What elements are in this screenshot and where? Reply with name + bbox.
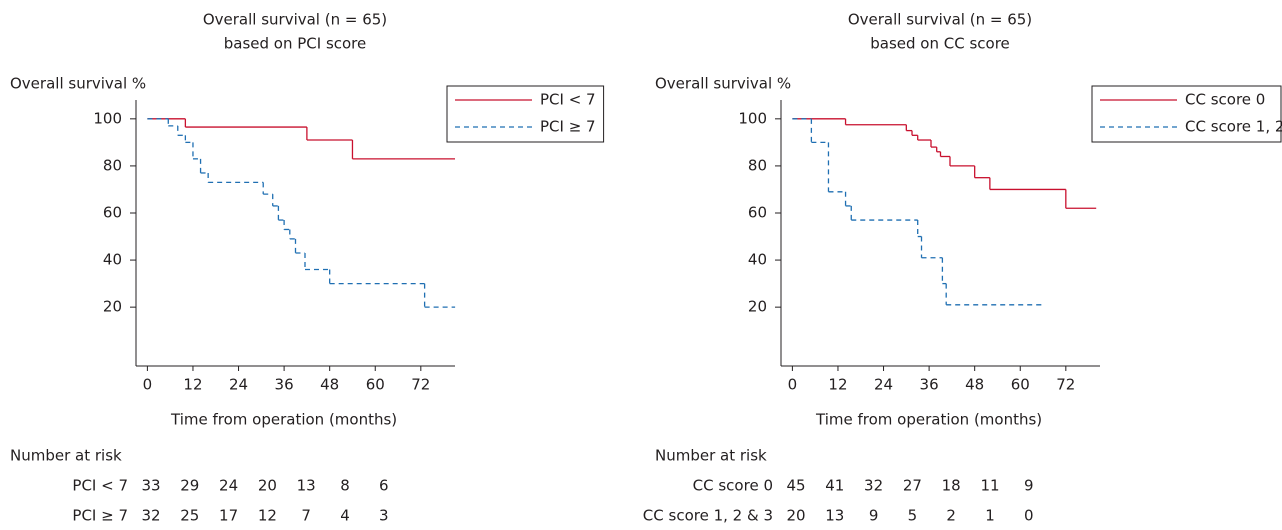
y-tick-label: 60 — [103, 203, 122, 221]
risk-value: 29 — [180, 477, 199, 495]
legend-label: CC score 1, 2 & 3 — [1185, 118, 1282, 136]
y-tick-label: 40 — [103, 251, 122, 269]
x-tick-label: 12 — [828, 376, 847, 394]
risk-value: 12 — [258, 507, 277, 525]
risk-value: 2 — [946, 507, 956, 525]
y-tick-label: 100 — [93, 109, 122, 127]
y-tick-label: 20 — [103, 298, 122, 316]
x-tick-label: 0 — [788, 376, 798, 394]
risk-value: 32 — [864, 477, 883, 495]
y-axis-label: Overall survival % — [10, 75, 146, 93]
risk-value: 17 — [219, 507, 238, 525]
risk-value: 9 — [869, 507, 879, 525]
risk-value: 27 — [903, 477, 922, 495]
risk-value: 1 — [985, 507, 995, 525]
x-tick-label: 72 — [411, 376, 430, 394]
risk-row-label: PCI ≥ 7 — [72, 507, 128, 525]
x-tick-label: 36 — [275, 376, 294, 394]
risk-value: 5 — [908, 507, 918, 525]
risk-row-label: PCI < 7 — [72, 477, 128, 495]
x-tick-label: 60 — [1011, 376, 1030, 394]
risk-row-label: CC score 0 — [693, 477, 773, 495]
risk-value: 13 — [825, 507, 844, 525]
legend-label: PCI < 7 — [540, 91, 596, 109]
x-tick-label: 12 — [183, 376, 202, 394]
y-axis-label: Overall survival % — [655, 75, 791, 93]
risk-value: 6 — [379, 477, 389, 495]
x-tick-label: 24 — [874, 376, 893, 394]
x-tick-label: 0 — [143, 376, 153, 394]
risk-table-title: Number at risk — [10, 447, 122, 465]
risk-value: 20 — [786, 507, 805, 525]
x-tick-label: 48 — [320, 376, 339, 394]
risk-value: 7 — [301, 507, 311, 525]
legend-label: CC score 0 — [1185, 91, 1265, 109]
risk-value: 24 — [219, 477, 238, 495]
x-tick-label: 36 — [920, 376, 939, 394]
risk-value: 18 — [942, 477, 961, 495]
risk-value: 13 — [297, 477, 316, 495]
y-tick-label: 60 — [748, 203, 767, 221]
chart-title: based on CC score — [870, 35, 1010, 53]
risk-value: 41 — [825, 477, 844, 495]
risk-value: 33 — [141, 477, 160, 495]
risk-value: 45 — [786, 477, 805, 495]
legend-box — [446, 85, 605, 143]
chart-title: Overall survival (n = 65) — [848, 11, 1032, 29]
y-tick-label: 80 — [748, 156, 767, 174]
y-tick-label: 40 — [748, 251, 767, 269]
risk-value: 3 — [379, 507, 389, 525]
x-axis-label: Time from operation (months) — [815, 411, 1042, 429]
risk-value: 0 — [1024, 507, 1034, 525]
risk-value: 11 — [980, 477, 999, 495]
y-tick-label: 80 — [103, 156, 122, 174]
x-tick-label: 24 — [229, 376, 248, 394]
x-tick-label: 72 — [1056, 376, 1075, 394]
risk-value: 9 — [1024, 477, 1034, 495]
legend-box — [1091, 85, 1282, 143]
x-axis-label: Time from operation (months) — [170, 411, 397, 429]
y-tick-label: 20 — [748, 298, 767, 316]
risk-value: 8 — [340, 477, 350, 495]
y-tick-label: 100 — [738, 109, 767, 127]
chart-title: based on PCI score — [224, 35, 367, 53]
risk-value: 32 — [141, 507, 160, 525]
risk-value: 4 — [340, 507, 350, 525]
x-tick-label: 48 — [965, 376, 984, 394]
x-tick-label: 60 — [366, 376, 385, 394]
risk-value: 25 — [180, 507, 199, 525]
risk-value: 20 — [258, 477, 277, 495]
risk-row-label: CC score 1, 2 & 3 — [643, 507, 773, 525]
chart-title: Overall survival (n = 65) — [203, 11, 387, 29]
risk-table-title: Number at risk — [655, 447, 767, 465]
legend-label: PCI ≥ 7 — [540, 118, 596, 136]
